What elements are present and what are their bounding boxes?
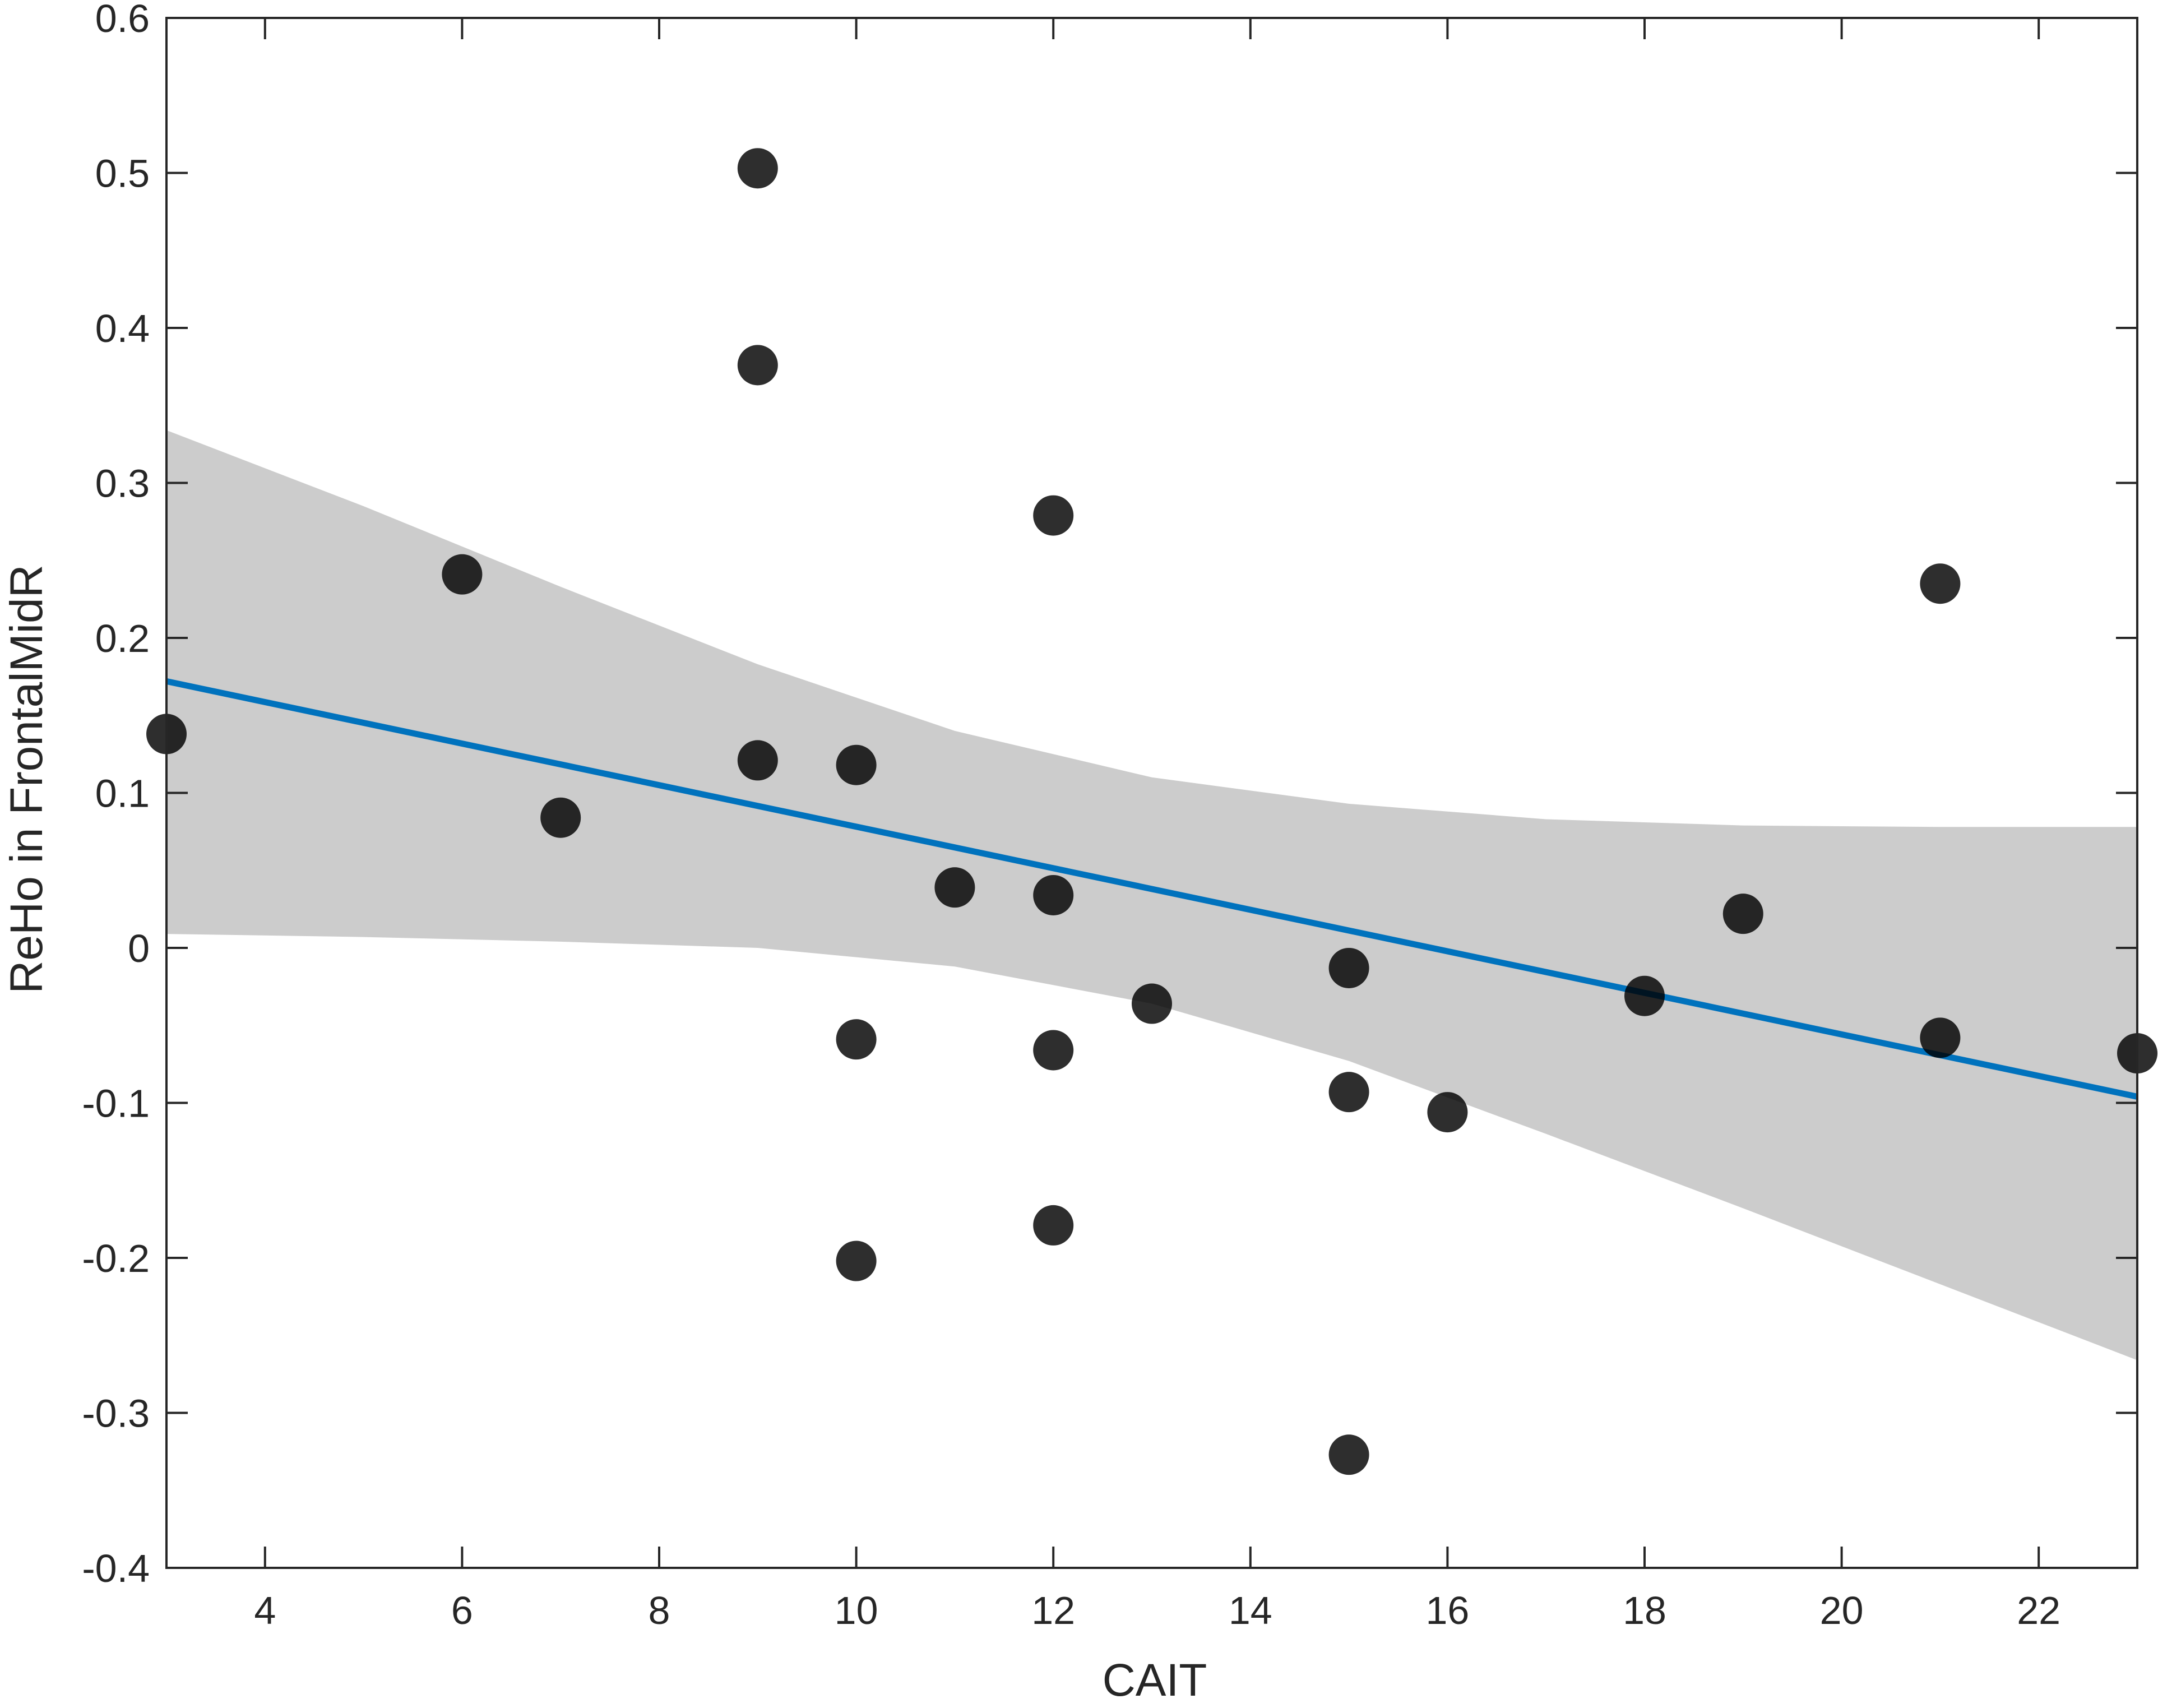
y-tick-label: 0.1 — [95, 772, 150, 816]
y-axis-label: ReHo in FrontalMidR — [1, 564, 52, 994]
x-tick-label: 22 — [2017, 1589, 2060, 1632]
y-tick-label: 0.5 — [95, 152, 150, 196]
x-tick-label: 16 — [1425, 1589, 1469, 1632]
data-point — [1328, 947, 1369, 988]
x-tick-label: 12 — [1031, 1589, 1075, 1632]
data-point — [1328, 1434, 1369, 1475]
confidence-band — [166, 430, 2137, 1360]
data-point — [1920, 563, 1961, 604]
data-point — [737, 345, 778, 386]
data-point — [1920, 1017, 1961, 1058]
fit-line-layer — [165, 678, 2138, 1100]
y-tick-label: 0.6 — [95, 0, 150, 40]
data-point — [737, 740, 778, 781]
x-tick-label: 10 — [835, 1589, 878, 1632]
y-tick-label: 0.2 — [95, 617, 150, 660]
data-point — [1132, 983, 1172, 1024]
data-point — [737, 148, 778, 189]
tick-labels-layer: 4 6 8 10 12 14 16 18 20 22 -0.4 -0.3 -0.2 -0.1 0 0.1 0.2… — [82, 0, 2060, 1632]
y-tick-label: -0.1 — [82, 1082, 150, 1126]
data-point — [836, 744, 877, 785]
data-point — [1328, 1072, 1369, 1113]
x-tick-label: 8 — [649, 1589, 670, 1632]
y-tick-label: 0.3 — [95, 462, 150, 506]
data-point — [1427, 1092, 1468, 1133]
data-point — [934, 867, 975, 908]
axes-layer — [165, 17, 2138, 1569]
data-point — [1033, 1205, 1074, 1246]
x-tick-label: 14 — [1229, 1589, 1272, 1632]
y-tick-label: -0.2 — [82, 1237, 150, 1280]
data-point — [540, 797, 581, 838]
y-tick-label: 0.4 — [95, 307, 150, 350]
x-tick-label: 6 — [451, 1589, 473, 1632]
data-point — [836, 1241, 877, 1281]
y-tick-label: -0.3 — [82, 1392, 150, 1436]
data-point — [442, 554, 483, 595]
x-tick-label: 20 — [1820, 1589, 1864, 1632]
confidence-band-layer — [166, 430, 2137, 1360]
data-point — [1033, 1030, 1074, 1071]
data-point — [1624, 975, 1665, 1016]
data-point — [1722, 894, 1763, 934]
x-axis-label: CAIT — [1103, 1655, 1207, 1705]
y-tick-label: -0.4 — [82, 1547, 150, 1590]
data-point — [1033, 874, 1074, 915]
data-point — [836, 1019, 877, 1060]
y-tick-label: 0 — [128, 927, 150, 970]
x-tick-label: 4 — [254, 1589, 276, 1632]
regression-line — [165, 678, 2138, 1100]
x-tick-label: 18 — [1623, 1589, 1666, 1632]
data-point — [1033, 495, 1074, 536]
data-points-layer — [146, 148, 2157, 1475]
